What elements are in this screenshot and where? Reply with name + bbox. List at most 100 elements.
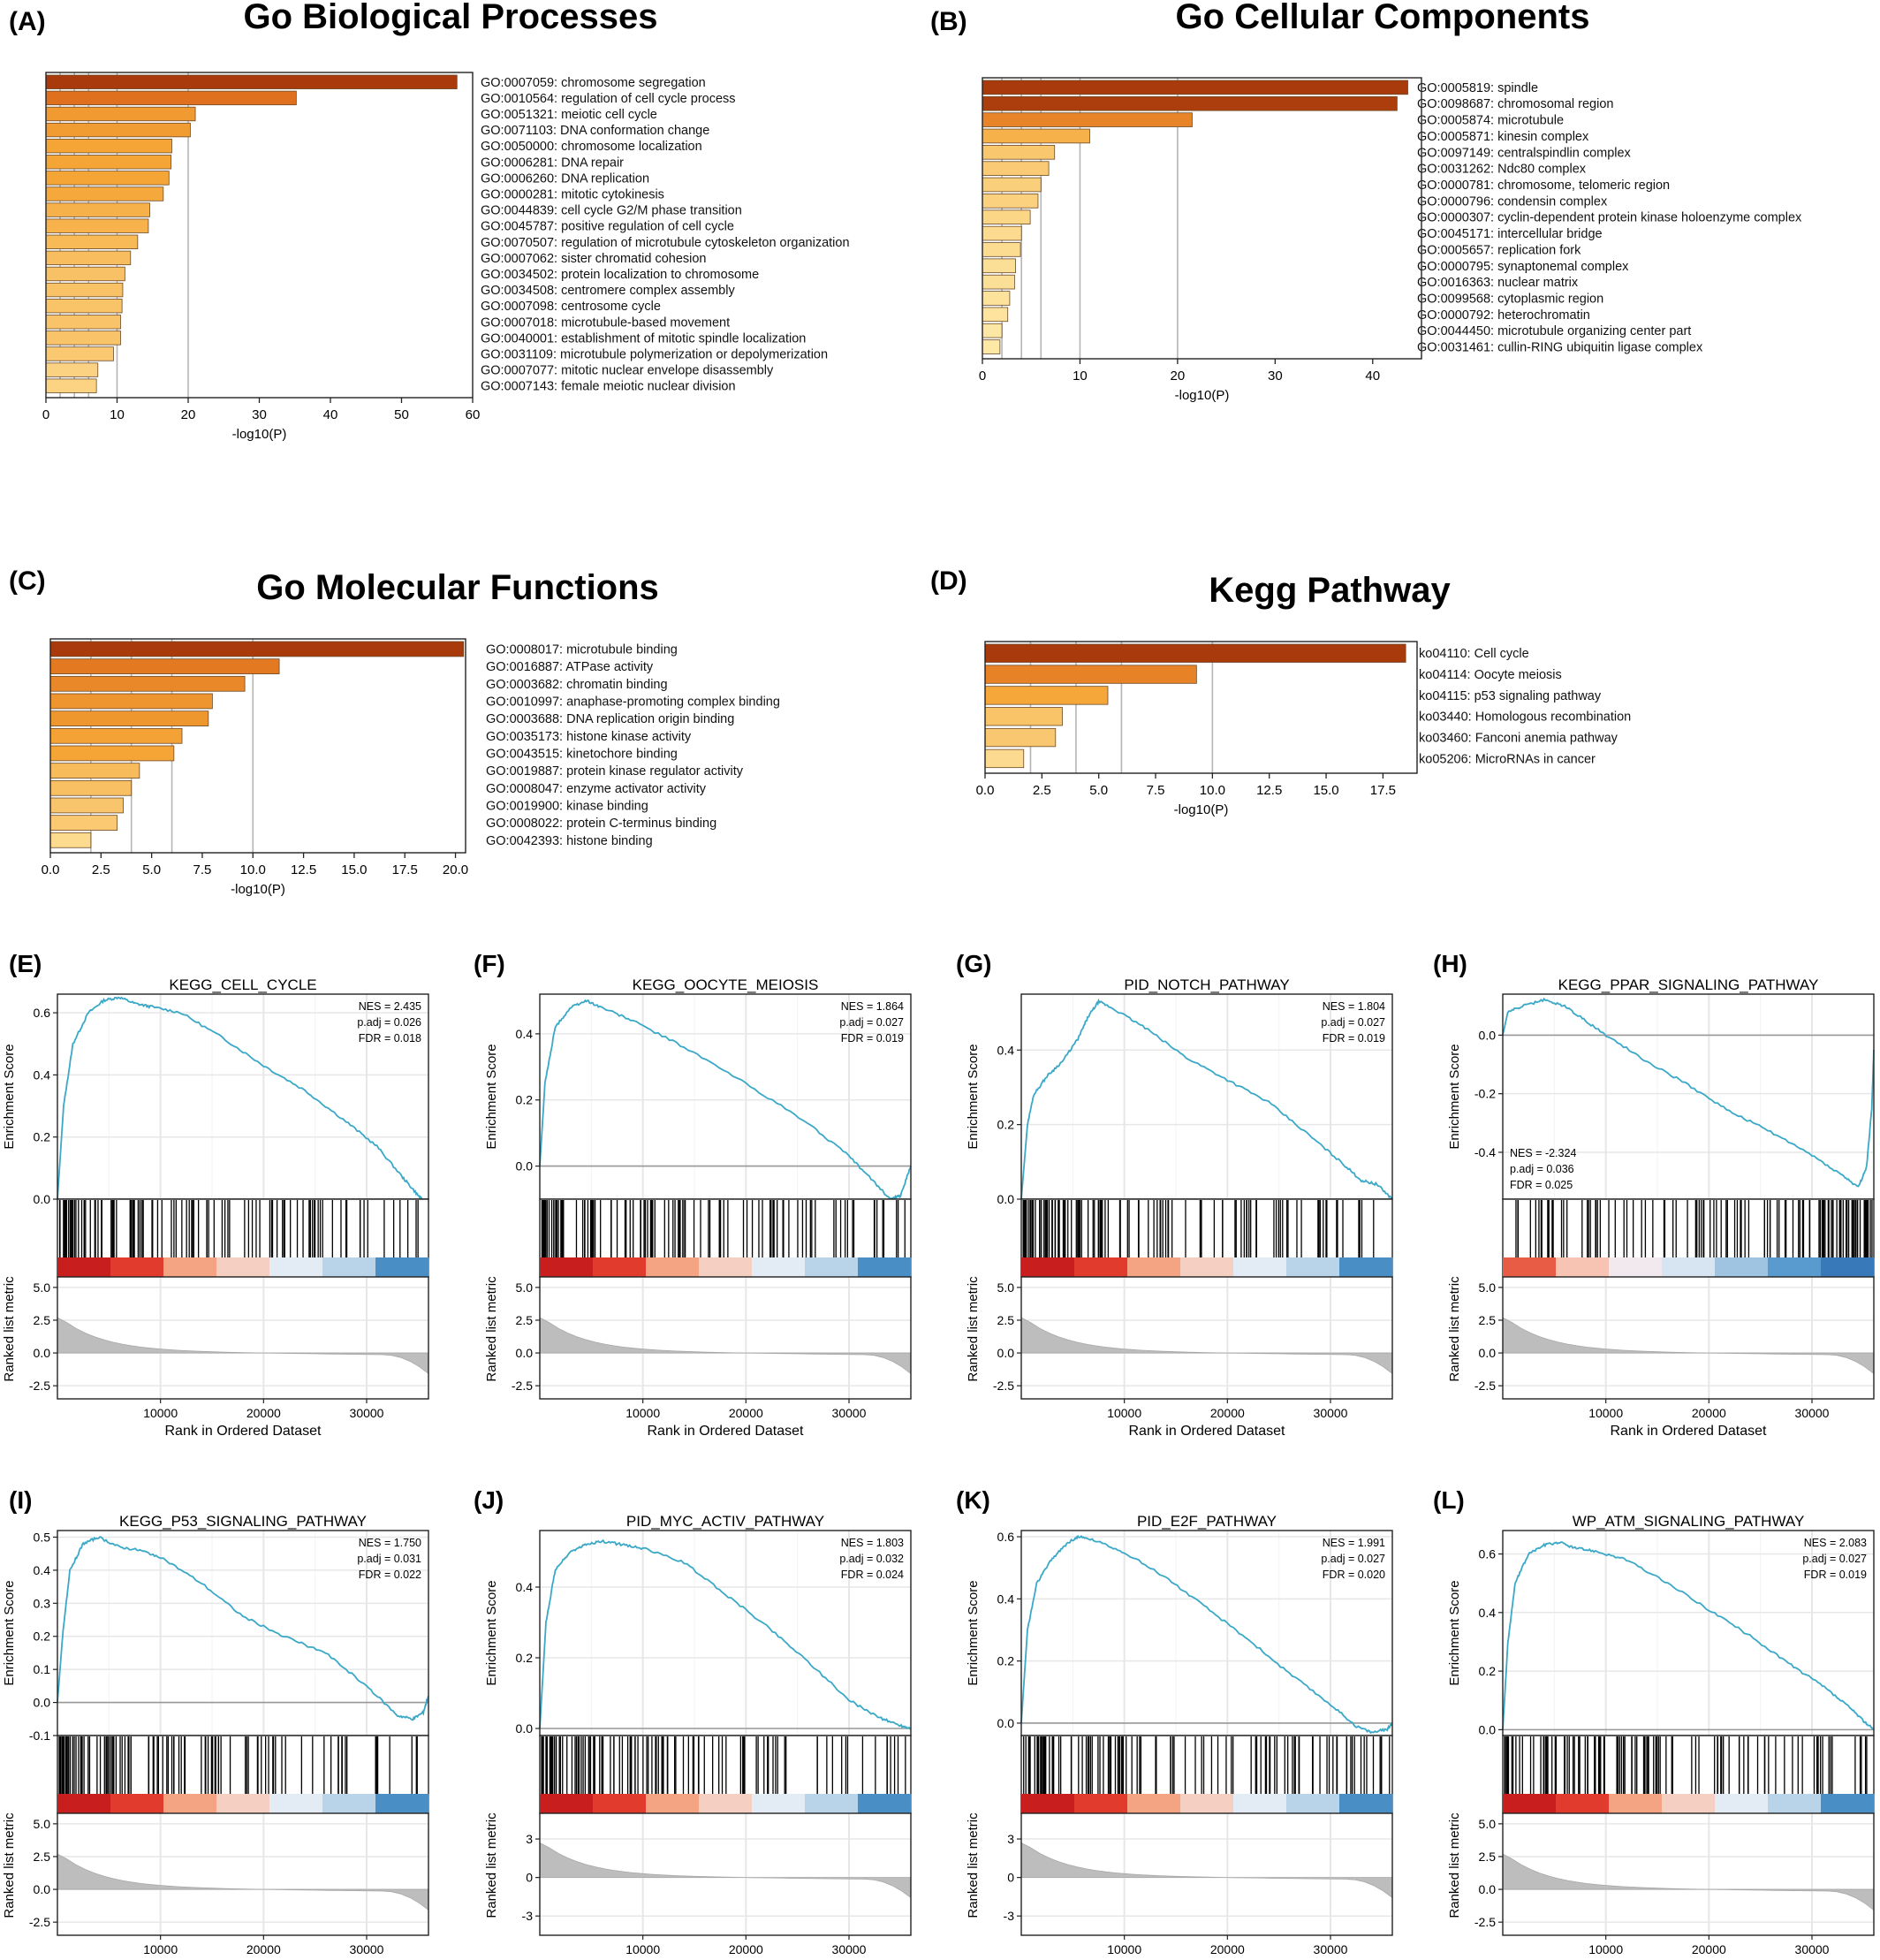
stat-label: p.adj = 0.027: [1802, 1553, 1867, 1565]
category-label: GO:0010997: anaphase-promoting complex b…: [486, 695, 780, 709]
stat-label: NES = -2.324: [1510, 1147, 1576, 1159]
enrichment-score-line: [57, 1536, 429, 1721]
category-label: GO:0003682: chromatin binding: [486, 678, 668, 692]
x-tick-label: 7.5: [193, 862, 212, 877]
y-axis-label: Ranked list metric: [484, 1812, 499, 1918]
ranked-metric-area: [539, 1317, 912, 1375]
category-label: GO:0035173: histone kinase activity: [486, 730, 692, 744]
y-tick-label: 0: [1007, 1871, 1014, 1885]
ranked-metric-area: [1020, 1842, 1393, 1899]
stat-label: NES = 1.750: [359, 1537, 421, 1549]
rank-color-segment: [699, 1794, 753, 1813]
rank-frame: [57, 1812, 429, 1936]
category-label: GO:0005871: kinesin complex: [1417, 130, 1589, 144]
category-label: ko04114: Oocyte meiosis: [1419, 668, 1562, 682]
rank-bg: [1503, 1277, 1874, 1399]
rank-color-segment: [1662, 1794, 1716, 1813]
x-tick-label: 30000: [832, 1406, 867, 1420]
panel-label: (E): [9, 950, 42, 977]
ranked-metric-area: [1020, 1317, 1393, 1375]
x-axis-label: -log10(P): [1175, 388, 1230, 403]
x-tick-label: 20: [1171, 368, 1186, 384]
bar: [45, 74, 458, 89]
rank-color-segment: [375, 1257, 429, 1277]
bar: [984, 686, 1109, 705]
x-tick-label: 40: [1365, 368, 1380, 384]
category-label: GO:0003688: DNA replication origin bindi…: [486, 712, 734, 726]
enrichment-score-line: [539, 1538, 912, 1730]
category-label: GO:0008017: microtubule binding: [486, 642, 678, 657]
category-label: GO:0031461: cullin-RING ubiquitin ligase…: [1417, 341, 1703, 355]
y-tick-label: -3: [1004, 1909, 1015, 1923]
panel-label: (B): [930, 7, 967, 36]
y-tick-label: 5.0: [34, 1280, 51, 1295]
ranked-metric-area: [1502, 1317, 1875, 1375]
bar: [45, 266, 125, 282]
x-tick-label: 50: [394, 407, 409, 422]
bar: [49, 727, 183, 744]
stat-label: p.adj = 0.031: [357, 1553, 421, 1565]
y-tick-label: 0.0: [34, 1696, 51, 1710]
y-axis-label: Enrichment Score: [966, 1044, 981, 1149]
gsea-plot-panel: (E) KEGG_CELL_CYCLE 0.0 0.2 0.4 0.6 Enrichment…: [2, 950, 429, 1439]
rank-color-segment: [1662, 1257, 1716, 1277]
bar: [982, 225, 1022, 241]
y-axis-label: Enrichment Score: [484, 1580, 499, 1685]
category-label: ko03460: Fanconi anemia pathway: [1419, 732, 1618, 746]
x-axis-label: -log10(P): [231, 882, 285, 897]
category-label: GO:0042393: histone binding: [486, 834, 653, 848]
bar: [982, 112, 1193, 127]
rank-color-segment: [1339, 1257, 1393, 1277]
bar: [982, 339, 1001, 354]
y-tick-label: 0.0: [1479, 1722, 1497, 1736]
bar: [984, 643, 1406, 663]
category-label: GO:0019900: kinase binding: [486, 799, 648, 813]
rank-color-segment: [110, 1794, 164, 1813]
category-label: GO:0000281: mitotic cytokinesis: [481, 187, 664, 201]
y-tick-label: 2.5: [516, 1313, 534, 1327]
y-tick-label: 0.4: [516, 1027, 534, 1041]
y-tick-label: 0.5: [34, 1530, 51, 1544]
y-tick-label: 0.2: [997, 1118, 1015, 1132]
enrichment-score-line: [539, 999, 912, 1203]
rank-color-segment: [1127, 1257, 1181, 1277]
category-label: GO:0008022: protein C-terminus binding: [486, 817, 716, 831]
x-tick-label: 2.5: [92, 862, 110, 877]
panel-label: (J): [474, 1486, 504, 1514]
enrichment-score-line: [1020, 1534, 1393, 1735]
y-tick-label: -2.5: [512, 1379, 533, 1393]
x-tick-label: 15.0: [341, 862, 367, 877]
y-tick-label: 3: [526, 1832, 533, 1846]
rank-color-segment: [593, 1257, 647, 1277]
category-label: GO:0007143: female meiotic nuclear divis…: [481, 380, 736, 394]
bar: [49, 832, 92, 848]
category-label: GO:0045787: positive regulation of cell …: [481, 220, 734, 234]
x-tick-label: 30000: [350, 1942, 384, 1956]
bar: [49, 797, 124, 814]
y-tick-label: 0.3: [34, 1596, 51, 1610]
rank-color-segment: [1715, 1257, 1769, 1277]
gsea-title: PID_NOTCH_PATHWAY: [1124, 976, 1289, 993]
gsea-plot-panel: (I) KEGG_P53_SIGNALING_PATHWAY 0.5 0.4 0.3 0.…: [2, 1486, 429, 1956]
x-tick-label: 30000: [1314, 1406, 1348, 1420]
bar: [982, 145, 1056, 160]
rank-color-segment: [1821, 1257, 1875, 1277]
rank-color-segment: [858, 1794, 912, 1813]
category-label: GO:0044450: microtubule organizing cente…: [1417, 324, 1691, 338]
bar: [45, 234, 139, 249]
x-tick-label: 20: [181, 407, 196, 422]
gsea-title: KEGG_PPAR_SIGNALING_PATHWAY: [1558, 976, 1819, 993]
bar: [982, 95, 1398, 111]
panel-label: (F): [474, 950, 505, 977]
x-tick-label: 7.5: [1147, 783, 1165, 798]
x-tick-label: 10000: [1107, 1942, 1141, 1956]
x-tick-label: 30000: [832, 1942, 867, 1956]
rank-color-segment: [646, 1257, 700, 1277]
rank-color-segment: [1074, 1794, 1128, 1813]
y-tick-label: 0: [526, 1871, 533, 1885]
bar: [982, 128, 1090, 144]
bar: [982, 177, 1042, 193]
category-label: GO:0043515: kinetochore binding: [486, 747, 678, 761]
x-tick-label: 2.5: [1033, 783, 1051, 798]
bar: [49, 779, 133, 796]
